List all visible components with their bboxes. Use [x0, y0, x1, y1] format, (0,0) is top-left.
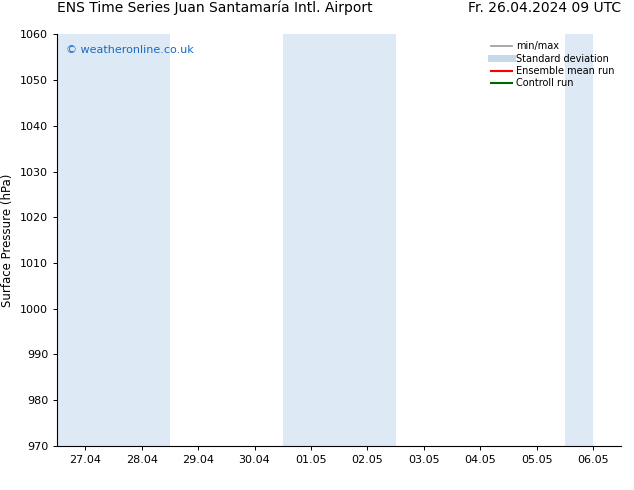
- Bar: [283, 34, 396, 446]
- Text: © weatheronline.co.uk: © weatheronline.co.uk: [65, 45, 193, 54]
- Text: ENS Time Series Juan Santamaría Intl. Airport: ENS Time Series Juan Santamaría Intl. Ai…: [57, 0, 373, 15]
- Text: Fr. 26.04.2024 09 UTC: Fr. 26.04.2024 09 UTC: [468, 0, 621, 15]
- Bar: [57, 34, 170, 446]
- Legend: min/max, Standard deviation, Ensemble mean run, Controll run: min/max, Standard deviation, Ensemble me…: [489, 39, 616, 90]
- Bar: [565, 34, 593, 446]
- Y-axis label: Surface Pressure (hPa): Surface Pressure (hPa): [1, 173, 15, 307]
